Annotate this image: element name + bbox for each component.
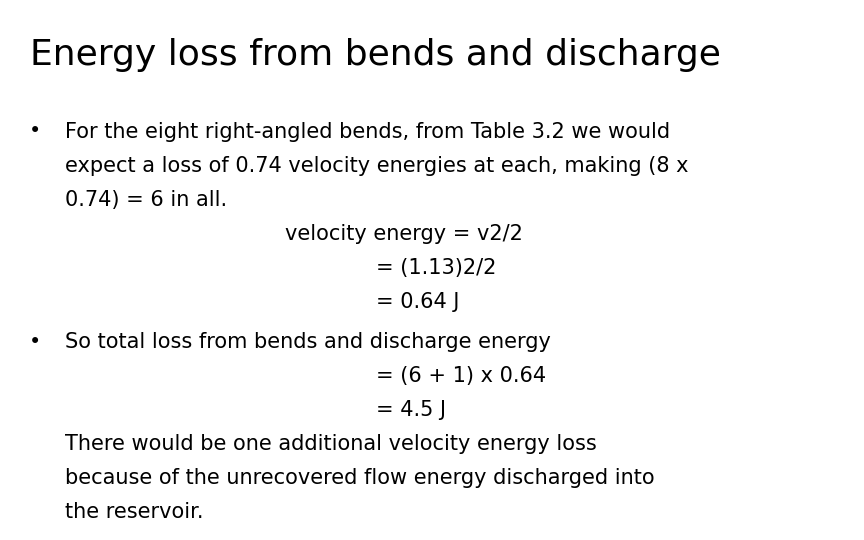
Text: There would be one additional velocity energy loss: There would be one additional velocity e… xyxy=(65,434,596,454)
Text: = 4.5 J: = 4.5 J xyxy=(376,400,446,420)
Text: Energy loss from bends and discharge: Energy loss from bends and discharge xyxy=(30,38,721,72)
Text: •: • xyxy=(29,332,41,352)
Text: velocity energy = v2/2: velocity energy = v2/2 xyxy=(285,224,523,244)
Text: 0.74) = 6 in all.: 0.74) = 6 in all. xyxy=(65,190,227,210)
Text: expect a loss of 0.74 velocity energies at each, making (8 x: expect a loss of 0.74 velocity energies … xyxy=(65,156,689,176)
Text: So total loss from bends and discharge energy: So total loss from bends and discharge e… xyxy=(65,332,550,352)
Text: For the eight right-angled bends, from Table 3.2 we would: For the eight right-angled bends, from T… xyxy=(65,122,670,141)
Text: = (6 + 1) x 0.64: = (6 + 1) x 0.64 xyxy=(376,366,546,386)
Text: •: • xyxy=(29,122,41,141)
Text: because of the unrecovered flow energy discharged into: because of the unrecovered flow energy d… xyxy=(65,468,654,488)
Text: = 0.64 J: = 0.64 J xyxy=(376,292,459,312)
Text: = (1.13)2/2: = (1.13)2/2 xyxy=(376,258,496,278)
Text: the reservoir.: the reservoir. xyxy=(65,502,203,522)
